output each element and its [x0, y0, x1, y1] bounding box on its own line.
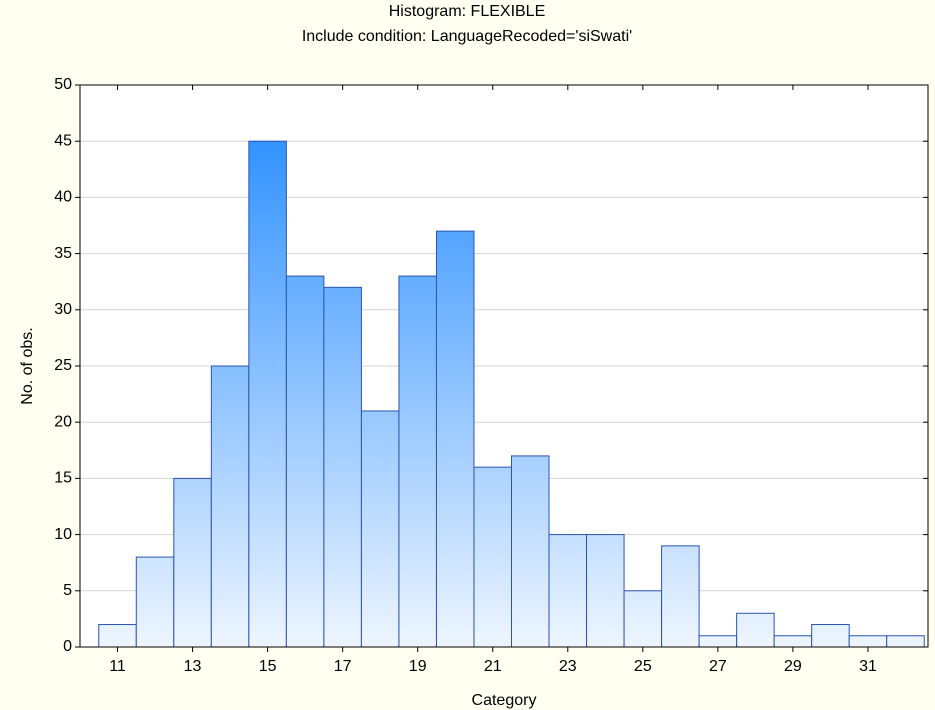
y-tick-label: 30 [54, 301, 72, 318]
bar [248, 140, 287, 648]
bar [210, 365, 250, 648]
bar [736, 612, 775, 648]
bar [511, 455, 550, 648]
bar [773, 635, 813, 648]
chart-subtitle: Include condition: LanguageRecoded='siSw… [302, 28, 632, 45]
bar [135, 556, 175, 648]
y-tick-label: 10 [54, 526, 72, 543]
x-tick-label: 25 [634, 658, 652, 675]
x-tick-label: 17 [334, 658, 352, 675]
bar [886, 635, 925, 648]
bar [661, 545, 700, 648]
y-tick-label: 50 [54, 76, 72, 93]
plot-frame [79, 84, 929, 648]
y-tick-label: 35 [54, 245, 72, 262]
bar [698, 635, 738, 648]
y-tick-label: 0 [63, 638, 72, 655]
bar [548, 534, 588, 648]
x-tick-label: 15 [259, 658, 277, 675]
y-tick-label: 5 [63, 582, 72, 599]
bar [586, 534, 625, 648]
x-tick-label: 19 [409, 658, 427, 675]
x-tick-label: 23 [559, 658, 577, 675]
bar [848, 635, 888, 648]
bar [398, 275, 437, 648]
bar [285, 275, 325, 648]
x-tick-label: 31 [859, 658, 877, 675]
bar [435, 230, 475, 648]
bar [623, 590, 663, 648]
bar [98, 624, 137, 648]
x-tick-label: 21 [484, 658, 502, 675]
bar [173, 477, 212, 648]
y-tick-label: 15 [54, 470, 72, 487]
bar [323, 286, 362, 648]
bar [811, 624, 850, 648]
x-tick-label: 29 [784, 658, 802, 675]
y-axis-label: No. of obs. [19, 327, 36, 404]
bar [360, 410, 400, 648]
y-tick-label: 45 [54, 132, 72, 149]
x-axis-label: Category [472, 692, 537, 709]
y-tick-label: 25 [54, 357, 72, 374]
y-tick-label: 20 [54, 413, 72, 430]
x-tick-label: 27 [709, 658, 727, 675]
bar [473, 466, 513, 648]
x-tick-label: 11 [109, 658, 126, 675]
x-tick-label: 13 [184, 658, 202, 675]
chart-title: Histogram: FLEXIBLE [389, 3, 546, 20]
y-tick-label: 40 [54, 189, 72, 206]
